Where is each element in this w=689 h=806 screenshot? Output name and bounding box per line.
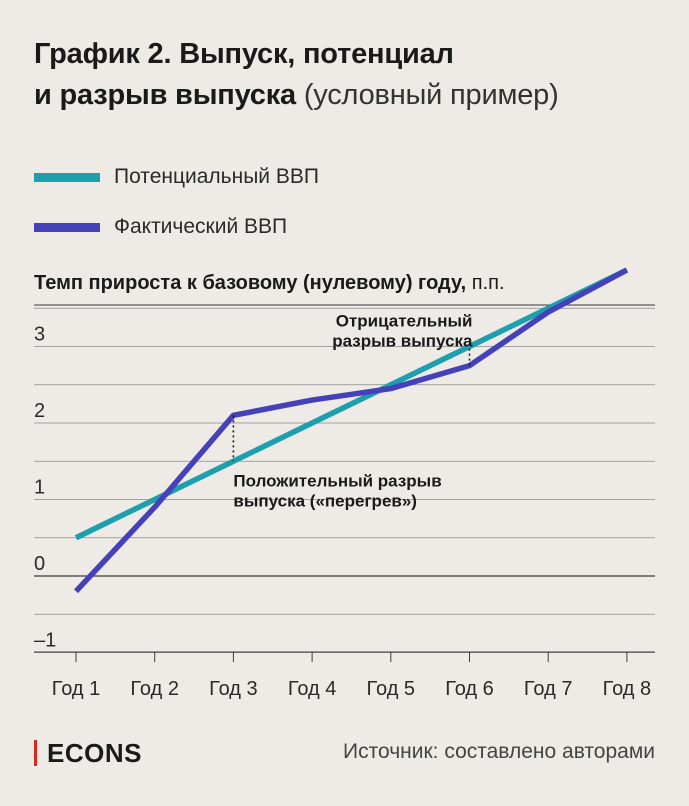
annotation-positive-gap: выпуска («перегрев»): [233, 491, 417, 510]
x-tick-label: Год 7: [524, 678, 573, 700]
y-tick-label: 3: [34, 324, 45, 346]
annotation-negative-gap: разрыв выпуска: [332, 332, 473, 351]
logo-bar-icon: [34, 740, 37, 766]
series-line-actual: [73, 267, 629, 594]
x-tick-label: Год 3: [209, 678, 258, 700]
x-tick-label: Год 1: [52, 678, 101, 700]
title-line2-light: (условный пример): [303, 79, 559, 111]
x-tick-label: Год 2: [130, 678, 179, 700]
y-tick-label: 0: [34, 553, 45, 575]
legend-label-actual: Фактический ВВП: [114, 215, 288, 238]
y-tick-label: 1: [34, 477, 45, 499]
chart-title: График 2. Выпуск, потенциал и разрыв вып…: [34, 34, 674, 116]
y-tick-label: –1: [34, 630, 56, 652]
logo-text: ECONS: [47, 737, 142, 768]
axis-subtitle-bold: Темп прироста к базовому (нулевому) году…: [34, 272, 467, 294]
axis-subtitle-unit: п.п.: [471, 272, 505, 294]
legend-label-potential: Потенциальный ВВП: [114, 165, 319, 188]
x-tick-label: Год 8: [603, 678, 652, 700]
legend-swatch-actual: [34, 222, 100, 232]
line-chart: –1 0 1 2 3 Год 1 Год 2 Год 3 Год 4 Год 5 Год 6 Год …: [34, 267, 655, 700]
annotation-positive-gap: Положительный разрыв: [233, 471, 441, 490]
x-tick-label: Год 4: [288, 678, 337, 700]
axis-subtitle: Темп прироста к базовому (нулевому) году…: [34, 272, 505, 295]
source-note: Источник: составлено авторами: [343, 740, 655, 763]
legend-swatch-potential: [34, 172, 100, 182]
econs-logo: ECONS: [34, 738, 142, 768]
x-tick-label: Год 5: [367, 678, 416, 700]
title-line1: График 2. Выпуск, потенциал: [34, 38, 454, 70]
legend: Потенциальный ВВП Фактический ВВП: [34, 152, 319, 252]
legend-item-potential: Потенциальный ВВП: [34, 152, 319, 202]
x-tick-label: Год 6: [445, 678, 494, 700]
y-tick-label: 2: [34, 400, 45, 422]
legend-item-actual: Фактический ВВП: [34, 202, 319, 252]
title-line2-bold: и разрыв выпуска: [34, 79, 296, 111]
annotation-negative-gap: Отрицательный: [336, 312, 473, 331]
